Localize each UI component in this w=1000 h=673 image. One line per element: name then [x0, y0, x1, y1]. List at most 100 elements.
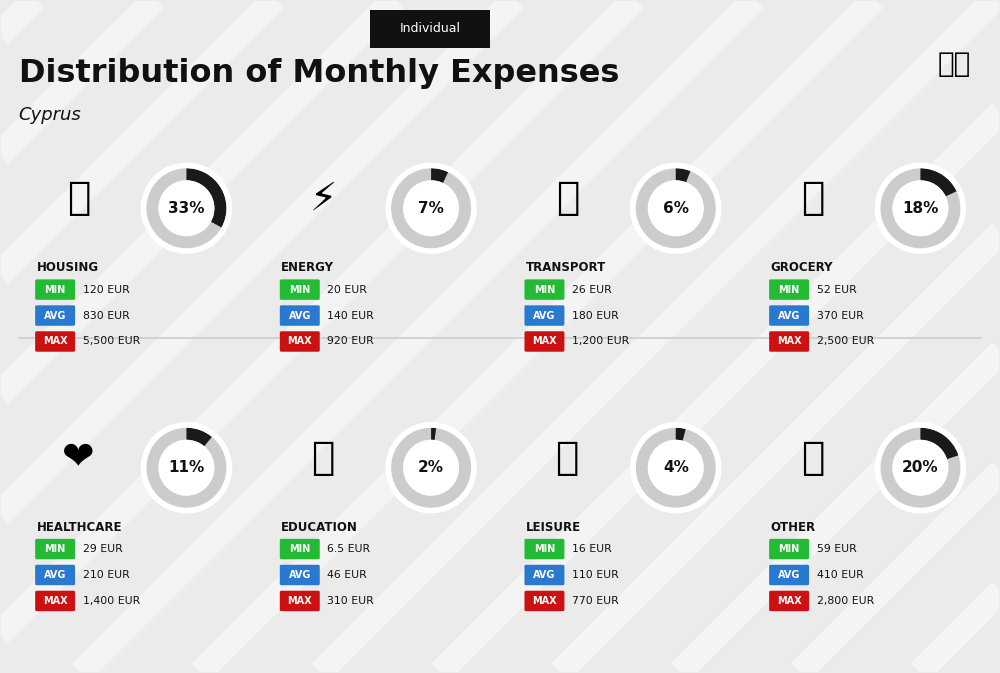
- Text: 830 EUR: 830 EUR: [83, 310, 129, 320]
- Wedge shape: [920, 428, 958, 459]
- Wedge shape: [391, 168, 471, 248]
- Circle shape: [892, 439, 948, 496]
- Wedge shape: [431, 428, 436, 440]
- Wedge shape: [636, 428, 716, 507]
- Text: ENERGY: ENERGY: [281, 261, 334, 274]
- FancyBboxPatch shape: [524, 565, 564, 586]
- Text: MIN: MIN: [778, 285, 800, 295]
- Text: MIN: MIN: [44, 285, 66, 295]
- Wedge shape: [146, 428, 226, 507]
- FancyBboxPatch shape: [769, 539, 809, 559]
- Text: 52 EUR: 52 EUR: [817, 285, 856, 295]
- Circle shape: [648, 439, 704, 496]
- Text: 1,200 EUR: 1,200 EUR: [572, 336, 629, 347]
- FancyBboxPatch shape: [524, 306, 564, 326]
- Text: HEALTHCARE: HEALTHCARE: [37, 521, 122, 534]
- Text: GROCERY: GROCERY: [771, 261, 833, 274]
- FancyBboxPatch shape: [280, 331, 320, 352]
- Text: 770 EUR: 770 EUR: [572, 596, 619, 606]
- Text: 🏢: 🏢: [67, 179, 90, 217]
- Text: HOUSING: HOUSING: [37, 261, 99, 274]
- FancyBboxPatch shape: [280, 591, 320, 611]
- Text: 11%: 11%: [168, 460, 205, 475]
- Text: AVG: AVG: [533, 570, 556, 580]
- Text: MAX: MAX: [777, 336, 801, 347]
- Text: AVG: AVG: [289, 310, 311, 320]
- Text: 920 EUR: 920 EUR: [327, 336, 374, 347]
- Text: MIN: MIN: [778, 544, 800, 554]
- Text: OTHER: OTHER: [771, 521, 816, 534]
- Text: MAX: MAX: [532, 596, 557, 606]
- Text: 210 EUR: 210 EUR: [83, 570, 129, 580]
- Text: MAX: MAX: [43, 596, 67, 606]
- Text: 🎓: 🎓: [312, 439, 335, 476]
- FancyBboxPatch shape: [280, 565, 320, 586]
- Text: 🚌: 🚌: [556, 179, 580, 217]
- Text: AVG: AVG: [533, 310, 556, 320]
- Text: 26 EUR: 26 EUR: [572, 285, 612, 295]
- Text: AVG: AVG: [778, 570, 800, 580]
- Text: ⚡: ⚡: [310, 179, 337, 217]
- FancyBboxPatch shape: [280, 306, 320, 326]
- Text: AVG: AVG: [778, 310, 800, 320]
- FancyBboxPatch shape: [769, 306, 809, 326]
- Text: 6%: 6%: [663, 201, 689, 216]
- Text: MAX: MAX: [43, 336, 67, 347]
- FancyBboxPatch shape: [769, 279, 809, 300]
- Text: 33%: 33%: [168, 201, 205, 216]
- Text: MIN: MIN: [534, 544, 555, 554]
- FancyBboxPatch shape: [370, 9, 490, 48]
- Wedge shape: [880, 428, 960, 507]
- Text: 4%: 4%: [663, 460, 689, 475]
- Wedge shape: [676, 428, 686, 441]
- Text: TRANSPORT: TRANSPORT: [526, 261, 606, 274]
- Text: 310 EUR: 310 EUR: [327, 596, 374, 606]
- Text: 16 EUR: 16 EUR: [572, 544, 612, 554]
- FancyBboxPatch shape: [280, 539, 320, 559]
- FancyBboxPatch shape: [524, 279, 564, 300]
- Text: 2,500 EUR: 2,500 EUR: [817, 336, 874, 347]
- Text: 110 EUR: 110 EUR: [572, 570, 619, 580]
- FancyBboxPatch shape: [35, 306, 75, 326]
- Text: 18%: 18%: [902, 201, 939, 216]
- Wedge shape: [186, 168, 226, 227]
- Wedge shape: [146, 168, 226, 248]
- Text: 20%: 20%: [902, 460, 939, 475]
- FancyBboxPatch shape: [35, 591, 75, 611]
- Text: MIN: MIN: [289, 285, 310, 295]
- Circle shape: [158, 439, 214, 496]
- Wedge shape: [431, 168, 448, 183]
- Text: 59 EUR: 59 EUR: [817, 544, 856, 554]
- Text: 🛍️: 🛍️: [556, 439, 580, 476]
- FancyBboxPatch shape: [769, 565, 809, 586]
- FancyBboxPatch shape: [524, 591, 564, 611]
- Text: 🇨🇾: 🇨🇾: [938, 50, 971, 77]
- Text: 29 EUR: 29 EUR: [83, 544, 122, 554]
- Circle shape: [158, 180, 214, 236]
- Text: MAX: MAX: [287, 336, 312, 347]
- Circle shape: [403, 180, 459, 236]
- Wedge shape: [391, 428, 471, 507]
- Text: MAX: MAX: [532, 336, 557, 347]
- Text: Cyprus: Cyprus: [19, 106, 81, 125]
- Wedge shape: [920, 168, 957, 197]
- Text: 2,800 EUR: 2,800 EUR: [817, 596, 874, 606]
- Text: 370 EUR: 370 EUR: [817, 310, 863, 320]
- Text: 🛒: 🛒: [801, 179, 824, 217]
- Text: 140 EUR: 140 EUR: [327, 310, 374, 320]
- Text: 180 EUR: 180 EUR: [572, 310, 619, 320]
- Circle shape: [403, 439, 459, 496]
- Text: 7%: 7%: [418, 201, 444, 216]
- Text: ❤️: ❤️: [62, 439, 95, 476]
- Text: 2%: 2%: [418, 460, 444, 475]
- Wedge shape: [880, 168, 960, 248]
- Text: 120 EUR: 120 EUR: [83, 285, 129, 295]
- Text: 6.5 EUR: 6.5 EUR: [327, 544, 370, 554]
- Circle shape: [892, 180, 948, 236]
- FancyBboxPatch shape: [35, 279, 75, 300]
- Circle shape: [648, 180, 704, 236]
- Text: MIN: MIN: [289, 544, 310, 554]
- Text: 💰: 💰: [801, 439, 824, 476]
- Text: AVG: AVG: [44, 310, 66, 320]
- Text: Individual: Individual: [400, 22, 461, 35]
